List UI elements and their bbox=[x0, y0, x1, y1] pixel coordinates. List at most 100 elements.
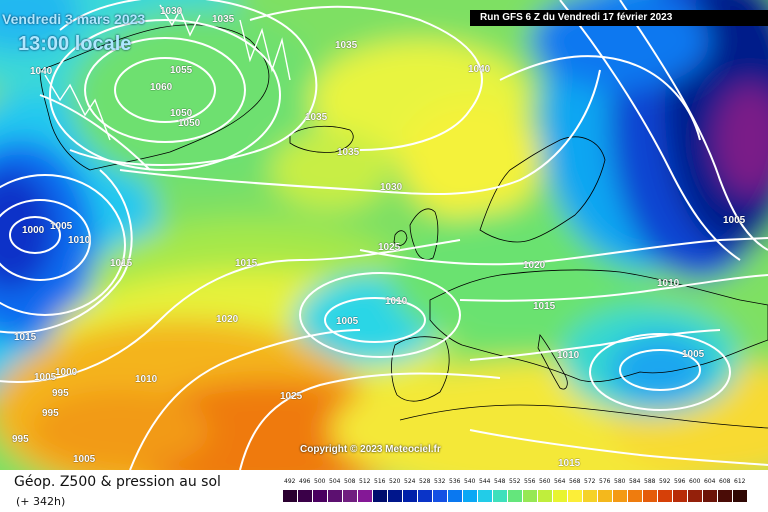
legend-label: 612 bbox=[734, 478, 746, 485]
isobar-label: 1015 bbox=[558, 458, 581, 469]
legend-label: 572 bbox=[584, 478, 596, 485]
isobar-label: 1000 bbox=[55, 367, 78, 378]
legend-swatch bbox=[703, 490, 718, 502]
product-title: Géop. Z500 & pression au sol bbox=[14, 474, 221, 490]
coastlines bbox=[39, 24, 768, 429]
isobar-label: 1050 bbox=[170, 108, 193, 119]
legend-swatch bbox=[553, 490, 568, 502]
legend-label: 524 bbox=[404, 478, 416, 485]
isobar-label: 1050 bbox=[178, 118, 201, 129]
legend-label: 580 bbox=[614, 478, 626, 485]
map-canvas bbox=[0, 0, 768, 470]
legend-label: 596 bbox=[674, 478, 686, 485]
legend-swatch bbox=[418, 490, 433, 502]
footer: Géop. Z500 & pression au sol (+ 342h) 49… bbox=[0, 470, 768, 512]
isobar-label: 1035 bbox=[212, 14, 235, 25]
run-banner: Run GFS 6 Z du Vendredi 17 février 2023 bbox=[470, 10, 768, 26]
isobar-label: 1015 bbox=[14, 332, 37, 343]
isobar-label: 1015 bbox=[533, 301, 556, 312]
isobar-label: 1025 bbox=[280, 391, 303, 402]
isobar-label: 995 bbox=[52, 388, 69, 399]
isobar-label: 1020 bbox=[523, 260, 546, 271]
isobar-label: 1030 bbox=[160, 6, 183, 17]
legend-swatch bbox=[388, 490, 403, 502]
legend-swatch bbox=[718, 490, 733, 502]
isobar-label: 1015 bbox=[110, 258, 133, 269]
legend-label: 508 bbox=[344, 478, 356, 485]
legend-swatch bbox=[313, 490, 328, 502]
legend-swatch bbox=[343, 490, 358, 502]
isobar-label: 1005 bbox=[682, 349, 705, 360]
legend-label: 516 bbox=[374, 478, 386, 485]
copyright: Copyright © 2023 Meteociel.fr bbox=[300, 444, 441, 455]
legend-label: 560 bbox=[539, 478, 551, 485]
isobars bbox=[0, 0, 768, 470]
legend-swatch bbox=[583, 490, 598, 502]
isobar-label: 1025 bbox=[378, 242, 401, 253]
legend-label: 492 bbox=[284, 478, 296, 485]
isobar-label: 1005 bbox=[73, 454, 96, 465]
legend-swatch bbox=[508, 490, 523, 502]
legend-swatch bbox=[538, 490, 553, 502]
isobar-label: 1040 bbox=[468, 64, 491, 75]
legend-label: 540 bbox=[464, 478, 476, 485]
legend-swatch bbox=[643, 490, 658, 502]
legend-label: 548 bbox=[494, 478, 506, 485]
legend-swatch bbox=[688, 490, 703, 502]
legend-swatch bbox=[433, 490, 448, 502]
legend-label: 600 bbox=[689, 478, 701, 485]
legend-label: 608 bbox=[719, 478, 731, 485]
legend-swatch bbox=[598, 490, 613, 502]
legend-label: 588 bbox=[644, 478, 656, 485]
legend-label: 584 bbox=[629, 478, 641, 485]
legend-label: 604 bbox=[704, 478, 716, 485]
lead-time: (+ 342h) bbox=[16, 495, 66, 508]
valid-date: Vendredi 3 mars 2023 bbox=[2, 11, 146, 27]
isobar-label: 1010 bbox=[557, 350, 580, 361]
legend-label: 576 bbox=[599, 478, 611, 485]
isobar-label: 1010 bbox=[657, 278, 680, 289]
isobar-label: 1020 bbox=[216, 314, 239, 325]
terrain-isobars bbox=[44, 4, 291, 141]
legend-swatch bbox=[478, 490, 493, 502]
isobar-label: 1055 bbox=[170, 65, 193, 76]
isobar-label: 1015 bbox=[235, 258, 258, 269]
color-scale-legend: 492 496 500 504 508 512 516 520 524 528 532 536 540 5… bbox=[283, 478, 751, 506]
geopotential-field bbox=[0, 0, 768, 470]
legend-label: 564 bbox=[554, 478, 566, 485]
legend-swatch bbox=[463, 490, 478, 502]
legend-swatch bbox=[283, 490, 298, 502]
legend-label: 536 bbox=[449, 478, 461, 485]
isobar-label: 1005 bbox=[50, 221, 73, 232]
legend-label: 552 bbox=[509, 478, 521, 485]
legend-swatch bbox=[298, 490, 313, 502]
legend-swatch bbox=[328, 490, 343, 502]
legend-label: 568 bbox=[569, 478, 581, 485]
isobar-label: 1040 bbox=[30, 66, 53, 77]
legend-label: 592 bbox=[659, 478, 671, 485]
isobar-label: 1030 bbox=[380, 182, 403, 193]
legend-swatch bbox=[493, 490, 508, 502]
legend-swatch bbox=[613, 490, 628, 502]
isobar-label: 1010 bbox=[135, 374, 158, 385]
legend-swatch bbox=[568, 490, 583, 502]
legend-swatch bbox=[523, 490, 538, 502]
legend-label: 496 bbox=[299, 478, 311, 485]
legend-swatch bbox=[448, 490, 463, 502]
isobar-label: 1060 bbox=[150, 82, 173, 93]
legend-swatch bbox=[373, 490, 388, 502]
legend-label: 512 bbox=[359, 478, 371, 485]
legend-swatch bbox=[628, 490, 643, 502]
legend-label: 520 bbox=[389, 478, 401, 485]
isobar-label: 1010 bbox=[68, 235, 91, 246]
legend-swatch bbox=[358, 490, 373, 502]
isobar-label: 1035 bbox=[337, 147, 360, 158]
legend-swatch bbox=[658, 490, 673, 502]
isobar-label: 1035 bbox=[305, 112, 328, 123]
legend-swatch bbox=[673, 490, 688, 502]
legend-label: 528 bbox=[419, 478, 431, 485]
isobar-label: 995 bbox=[42, 408, 59, 419]
isobar-label: 995 bbox=[12, 434, 29, 445]
legend-label: 504 bbox=[329, 478, 341, 485]
isobar-label: 1005 bbox=[336, 316, 359, 327]
